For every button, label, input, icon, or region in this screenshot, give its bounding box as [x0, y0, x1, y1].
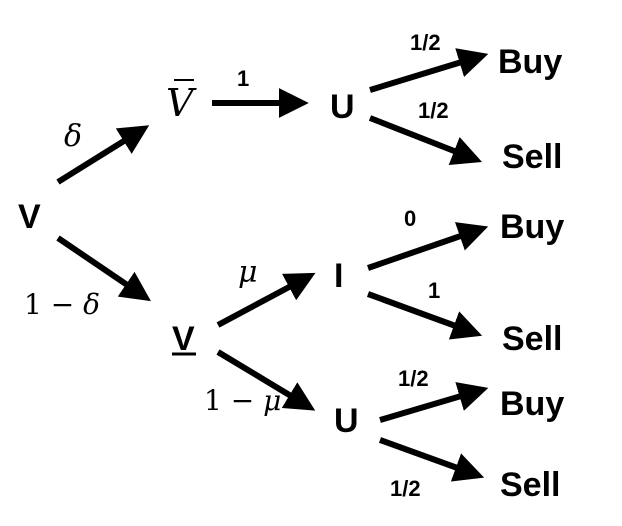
prob-one-minus-mu: 1 − μ [204, 384, 281, 417]
prob-one-minus-delta: 1 − δ [24, 288, 100, 321]
leaf-mid-buy: Buy [500, 208, 564, 246]
leaf-top-sell: Sell [502, 138, 562, 176]
prob-u-bot-sell: 1/2 [390, 476, 421, 501]
prob-vbar-to-u: 1 [237, 66, 249, 91]
node-i: I [334, 257, 343, 295]
edge-u-top-to-sell [368, 115, 483, 165]
edge-v-to-vlow [56, 235, 151, 302]
node-v-bar: V [166, 81, 197, 125]
edge-i-to-sell [366, 291, 483, 340]
edge-u-top-to-buy [369, 48, 489, 93]
node-u-bottom: U [334, 402, 359, 440]
edge-v-to-vbar [56, 125, 150, 185]
edge-vlow-to-u-bot [216, 349, 316, 411]
prob-one-minus-delta-sym: δ [83, 288, 100, 321]
prob-u-top-buy: 1/2 [410, 30, 441, 55]
leaf-bot-buy: Buy [500, 385, 564, 423]
prob-u-top-sell: 1/2 [418, 98, 449, 123]
leaf-mid-sell: Sell [502, 320, 562, 358]
prob-i-buy: 0 [404, 206, 416, 231]
edge-vlow-to-i [216, 272, 316, 328]
prob-u-bot-buy: 1/2 [398, 366, 429, 391]
node-v-underline: V [172, 320, 195, 358]
prob-mu: μ [238, 255, 258, 290]
edge-i-to-buy [367, 222, 489, 271]
edge-u-bot-to-sell [378, 437, 485, 482]
leaf-bot-sell: Sell [500, 466, 560, 504]
prob-one-minus-delta-num: 1 − [24, 288, 83, 321]
prob-i-sell: 1 [428, 278, 440, 303]
leaf-top-buy: Buy [498, 43, 562, 81]
node-root-v: V [18, 198, 41, 236]
edge-u-bot-to-buy [379, 382, 489, 423]
prob-one-minus-mu-num: 1 − [204, 384, 263, 417]
node-u-top: U [330, 88, 355, 126]
prob-delta: δ [64, 119, 82, 154]
prob-one-minus-mu-sym: μ [263, 384, 281, 417]
